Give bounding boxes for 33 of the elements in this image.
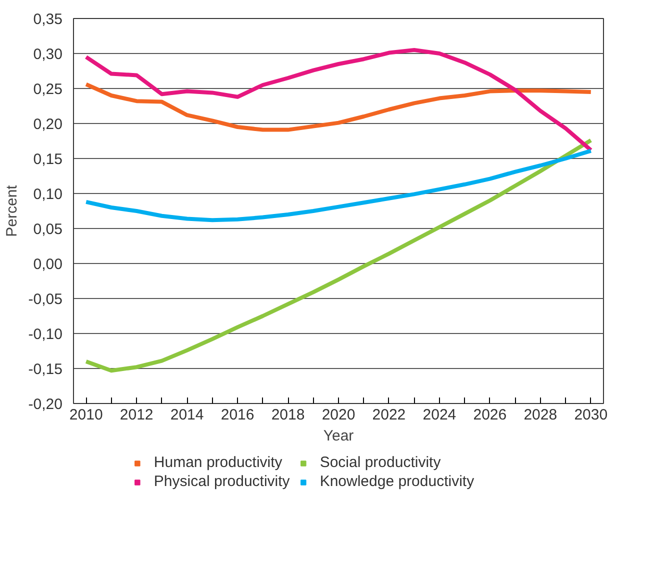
legend-label: Physical productivity [154,473,290,490]
x-tick-label: 2020 [322,406,356,424]
x-tick-label: 2024 [422,406,456,424]
x-tick-label: 2028 [524,406,558,424]
y-tick-label: 0,35 [33,11,63,28]
x-tick-label: 2010 [69,406,103,424]
y-tick-label: 0,15 [33,151,63,168]
line-series [84,82,593,132]
x-tick-label: 2016 [220,406,254,424]
y-tick-label: 0,20 [33,116,63,133]
x-axis-title: Year [323,428,354,444]
x-tick-label: 2012 [120,406,154,424]
y-tick-label: -0,15 [28,361,63,378]
legend-label: Knowledge productivity [320,473,474,490]
x-tick-label: 2022 [372,406,406,424]
y-tick-label: -0,20 [28,396,63,413]
x-tick-label: 2014 [170,406,204,424]
x-tick-label: 2018 [271,406,305,424]
legend-label: Human productivity [154,454,282,471]
y-axis-title: Percent [3,184,20,237]
y-tick-label: 0,30 [33,46,63,63]
x-tick-label: 2030 [574,406,608,424]
line-series [84,138,593,373]
line-series [84,48,593,152]
y-tick-label: 0,10 [33,186,63,203]
legend-label: Social productivity [320,454,441,471]
y-tick-label: 0,25 [33,81,63,98]
y-tick-label: 0,00 [33,256,63,273]
y-tick-label: 0,05 [33,221,63,238]
y-tick-label: -0,05 [28,291,63,308]
y-tick-label: -0,10 [28,326,63,343]
x-tick-label: 2026 [473,406,507,424]
line-series [84,148,593,222]
